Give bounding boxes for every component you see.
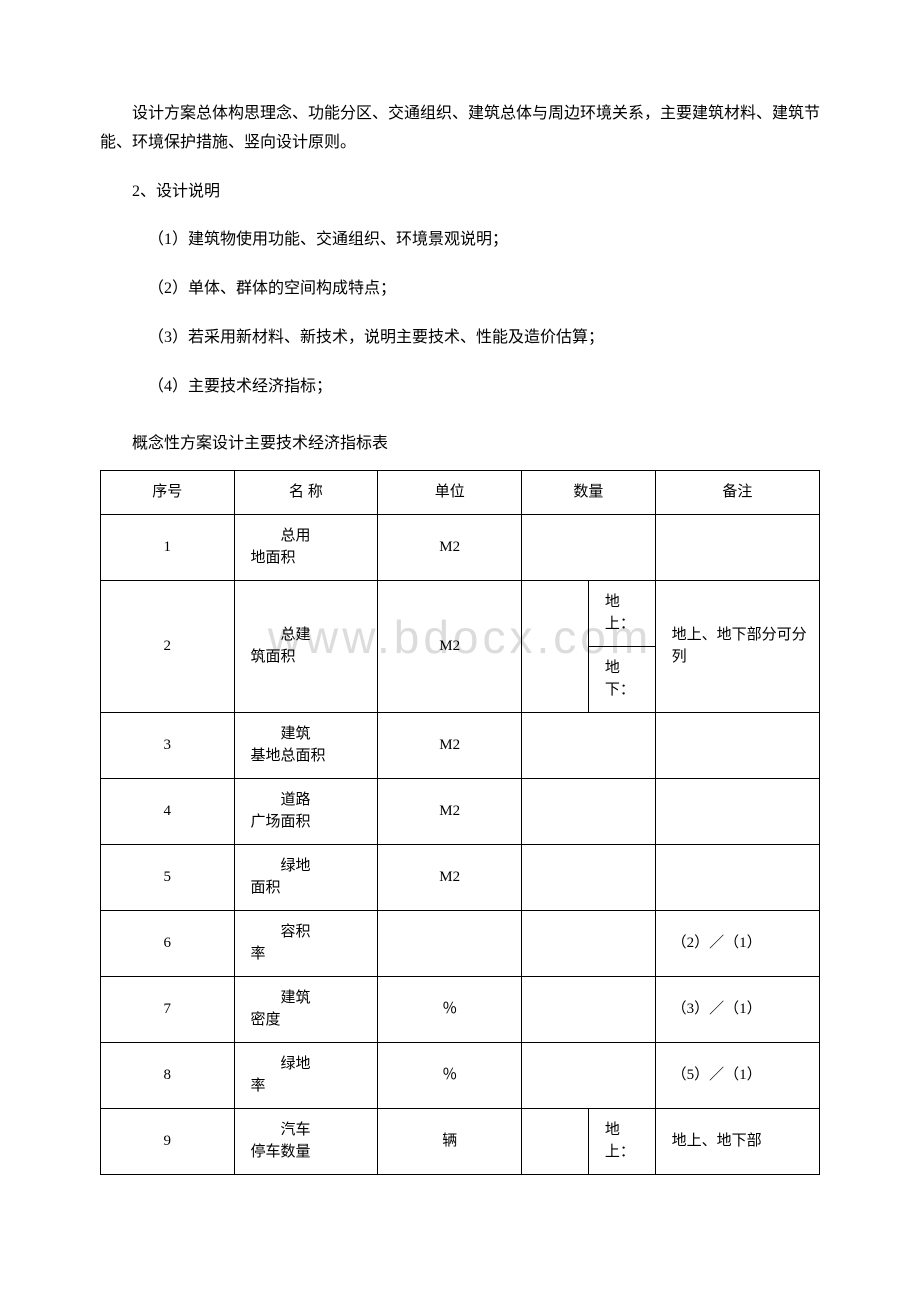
name-line1: 绿地 [251, 855, 370, 878]
cell-seq: 5 [101, 844, 235, 910]
cell-seq: 8 [101, 1042, 235, 1108]
table-row: 4 道路 广场面积 M2 [101, 778, 820, 844]
intro-paragraph: 设计方案总体构思理念、功能分区、交通组织、建筑总体与周边环境关系，主要建筑材料、… [100, 100, 820, 158]
header-name: 名 称 [234, 471, 378, 515]
cell-remark [655, 778, 819, 844]
name-line2: 密度 [251, 1009, 370, 1032]
cell-remark [655, 514, 819, 580]
cell-seq: 2 [101, 580, 235, 712]
cell-name: 绿地 率 [234, 1042, 378, 1108]
name-line1: 总用 [251, 525, 370, 548]
cell-seq: 3 [101, 712, 235, 778]
cell-qty [522, 844, 656, 910]
cell-seq: 7 [101, 976, 235, 1042]
cell-remark: （2）／（1） [655, 910, 819, 976]
list-item-3: （3）若采用新材料、新技术，说明主要技术、性能及造价估算； [100, 324, 820, 353]
cell-remark: 地上、地下部 [655, 1108, 819, 1174]
table-title: 概念性方案设计主要技术经济指标表 [100, 430, 820, 459]
name-line2: 广场面积 [251, 811, 370, 834]
list-item-2: （2）单体、群体的空间构成特点； [100, 275, 820, 304]
table-row: 7 建筑 密度 ％ （3）／（1） [101, 976, 820, 1042]
cell-name: 总用 地面积 [234, 514, 378, 580]
cell-unit: ％ [378, 1042, 522, 1108]
name-line1: 建筑 [251, 723, 370, 746]
table-row: 8 绿地 率 ％ （5）／（1） [101, 1042, 820, 1108]
table-row: 1 总用 地面积 M2 [101, 514, 820, 580]
cell-remark: 地上、地下部分可分列 [655, 580, 819, 712]
name-line1: 容积 [251, 921, 370, 944]
cell-qty [522, 976, 656, 1042]
economic-indicators-table: 序号 名 称 单位 数量 备注 1 总用 地面积 M2 2 总建 筑面积 M2 … [100, 470, 820, 1175]
cell-seq: 9 [101, 1108, 235, 1174]
name-line2: 面积 [251, 877, 370, 900]
cell-qty [522, 580, 589, 712]
cell-remark: （5）／（1） [655, 1042, 819, 1108]
cell-name: 道路 广场面积 [234, 778, 378, 844]
cell-qty-sub1: 地上： [588, 580, 655, 646]
name-line2: 率 [251, 1075, 370, 1098]
cell-qty-sub1: 地上： [588, 1108, 655, 1174]
name-line2: 筑面积 [251, 646, 370, 669]
table-row: 6 容积 率 （2）／（1） [101, 910, 820, 976]
cell-qty [522, 910, 656, 976]
cell-unit [378, 910, 522, 976]
cell-seq: 6 [101, 910, 235, 976]
cell-unit: M2 [378, 514, 522, 580]
cell-name: 容积 率 [234, 910, 378, 976]
name-line2: 地面积 [251, 547, 370, 570]
cell-remark: （3）／（1） [655, 976, 819, 1042]
name-line1: 总建 [251, 624, 370, 647]
table-header-row: 序号 名 称 单位 数量 备注 [101, 471, 820, 515]
header-qty: 数量 [522, 471, 656, 515]
cell-qty-sub2: 地下： [588, 646, 655, 712]
name-line1: 建筑 [251, 987, 370, 1010]
cell-seq: 4 [101, 778, 235, 844]
cell-unit: M2 [378, 844, 522, 910]
cell-qty [522, 778, 656, 844]
table-row: 3 建筑 基地总面积 M2 [101, 712, 820, 778]
cell-seq: 1 [101, 514, 235, 580]
list-item-1: （1）建筑物使用功能、交通组织、环境景观说明； [100, 226, 820, 255]
cell-unit: M2 [378, 778, 522, 844]
cell-unit: M2 [378, 580, 522, 712]
cell-qty [522, 712, 656, 778]
table-row: 2 总建 筑面积 M2 地上： 地上、地下部分可分列 [101, 580, 820, 646]
table-row: 9 汽车 停车数量 辆 地上： 地上、地下部 [101, 1108, 820, 1174]
name-line1: 绿地 [251, 1053, 370, 1076]
header-remark: 备注 [655, 471, 819, 515]
cell-qty [522, 1042, 656, 1108]
cell-remark [655, 844, 819, 910]
cell-qty [522, 1108, 589, 1174]
cell-name: 建筑 基地总面积 [234, 712, 378, 778]
list-item-4: （4）主要技术经济指标； [100, 373, 820, 402]
name-line2: 停车数量 [251, 1141, 370, 1164]
name-line2: 率 [251, 943, 370, 966]
header-unit: 单位 [378, 471, 522, 515]
cell-name: 总建 筑面积 [234, 580, 378, 712]
cell-name: 绿地 面积 [234, 844, 378, 910]
cell-remark [655, 712, 819, 778]
cell-unit: ％ [378, 976, 522, 1042]
cell-unit: M2 [378, 712, 522, 778]
table-row: 5 绿地 面积 M2 [101, 844, 820, 910]
name-line1: 汽车 [251, 1119, 370, 1142]
cell-unit: 辆 [378, 1108, 522, 1174]
cell-name: 建筑 密度 [234, 976, 378, 1042]
cell-name: 汽车 停车数量 [234, 1108, 378, 1174]
section-2-heading: 2、设计说明 [100, 178, 820, 207]
header-seq: 序号 [101, 471, 235, 515]
name-line2: 基地总面积 [251, 745, 370, 768]
name-line1: 道路 [251, 789, 370, 812]
cell-qty [522, 514, 656, 580]
